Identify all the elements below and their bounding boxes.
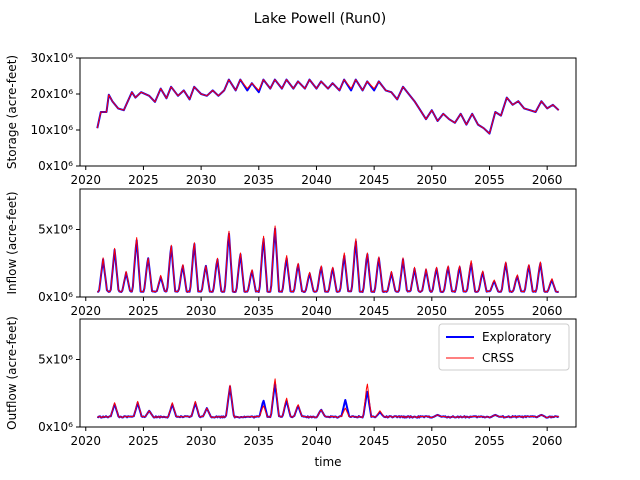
outflow-panel: 2020 2025 2030 2035 2040 2045 2050 2055 2060 0x10… — [5, 316, 577, 469]
storage-panel: 2020 2025 2030 2035 2040 2045 2050 2055 2060 0x10… — [5, 51, 577, 187]
y-tick-label: 0x10⁶ — [38, 290, 73, 304]
figure-title: Lake Powell (Run0) — [254, 11, 387, 27]
x-tick-label: 2060 — [532, 173, 563, 187]
axes-frame — [79, 188, 577, 298]
x-tick-label: 2030 — [186, 304, 217, 318]
legend-exploratory-label: Exploratory — [482, 330, 551, 344]
legend: Exploratory CRSS — [438, 323, 570, 371]
y-axis-title: Inflow (acre-feet) — [5, 191, 19, 294]
x-tick-label: 2050 — [417, 173, 448, 187]
x-tick-label: 2040 — [301, 173, 332, 187]
y-tick-label: 30x10⁶ — [31, 51, 74, 65]
legend-crss-label: CRSS — [482, 351, 514, 365]
x-tick-label: 2055 — [474, 434, 505, 448]
x-tick-label: 2040 — [301, 434, 332, 448]
x-tick-label: 2020 — [70, 304, 101, 318]
y-tick-label: 5x10⁶ — [38, 223, 73, 237]
y-tick-label: 5x10⁶ — [38, 353, 73, 367]
x-axis-title: time — [314, 455, 341, 469]
inflow-panel: 2020 2025 2030 2035 2040 2045 2050 2055 2060 0x10… — [5, 188, 577, 318]
x-tick-label: 2035 — [244, 173, 275, 187]
x-tick-label: 2040 — [301, 304, 332, 318]
x-tick-label: 2020 — [70, 434, 101, 448]
x-tick-label: 2025 — [128, 434, 159, 448]
axes-frame — [79, 57, 577, 167]
x-tick-label: 2035 — [244, 434, 275, 448]
y-tick-label: 0x10⁶ — [38, 159, 73, 173]
x-tick-label: 2055 — [474, 173, 505, 187]
x-tick-label: 2045 — [359, 434, 390, 448]
x-tick-label: 2030 — [186, 434, 217, 448]
y-axis-title: Storage (acre-feet) — [5, 55, 19, 169]
x-tick-label: 2045 — [359, 173, 390, 187]
x-tick-label: 2045 — [359, 304, 390, 318]
x-tick-label: 2030 — [186, 173, 217, 187]
y-tick-label: 20x10⁶ — [31, 87, 74, 101]
y-tick-label: 10x10⁶ — [31, 123, 74, 137]
x-tick-label: 2025 — [128, 304, 159, 318]
x-tick-label: 2025 — [128, 173, 159, 187]
y-axis-title: Outflow (acre-feet) — [5, 316, 19, 430]
x-tick-label: 2050 — [417, 304, 448, 318]
series-line-crss — [97, 378, 560, 419]
x-tick-label: 2050 — [417, 434, 448, 448]
series-line-crss — [97, 225, 559, 293]
x-tick-label: 2020 — [70, 173, 101, 187]
x-tick-label: 2035 — [244, 304, 275, 318]
series-line-crss — [96, 79, 560, 135]
x-tick-label: 2060 — [532, 434, 563, 448]
axes-frame — [79, 318, 577, 428]
x-tick-label: 2055 — [474, 304, 505, 318]
y-tick-label: 0x10⁶ — [38, 420, 73, 434]
x-tick-label: 2060 — [532, 304, 563, 318]
